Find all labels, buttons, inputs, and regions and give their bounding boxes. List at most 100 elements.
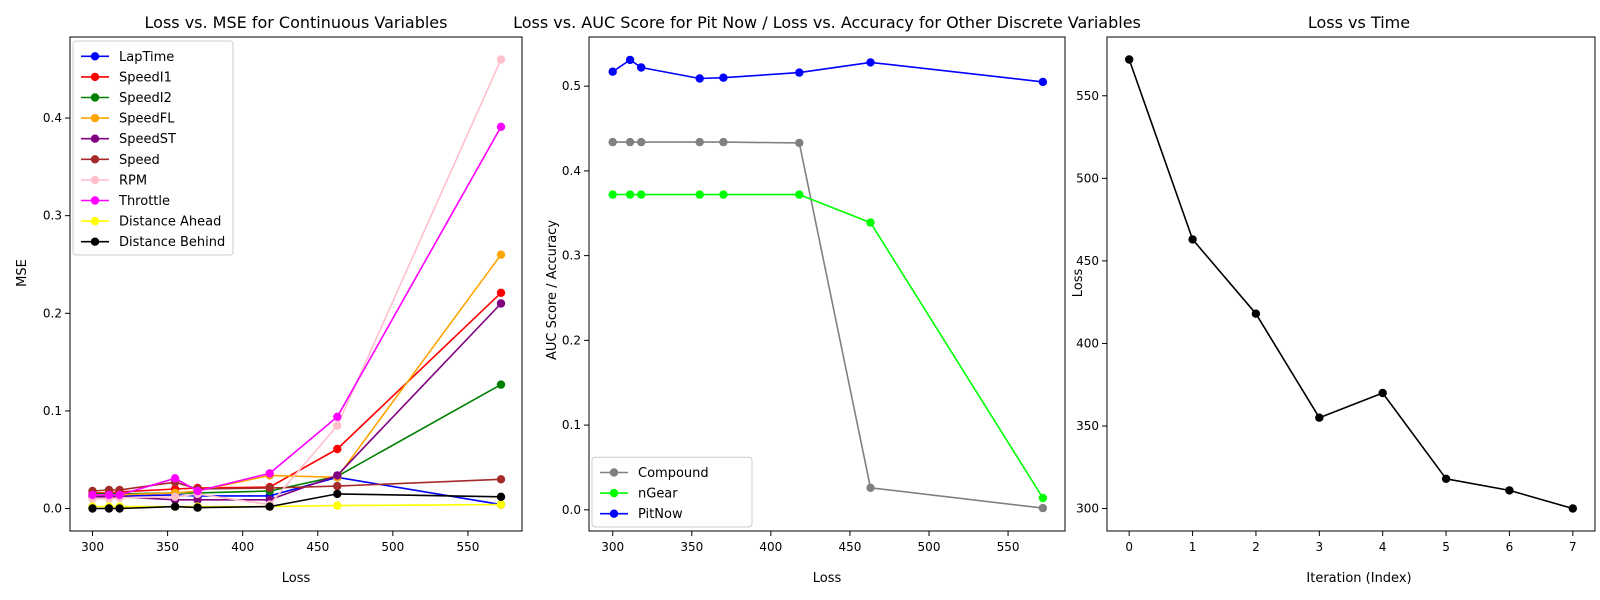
y-tick-label: 400 xyxy=(1076,336,1099,350)
data-point xyxy=(265,483,274,493)
plot-frame xyxy=(588,36,1066,532)
data-point xyxy=(104,504,114,513)
legend-entry: Speed xyxy=(81,153,160,168)
data-point xyxy=(115,490,124,500)
data-point xyxy=(333,471,342,480)
data-point xyxy=(695,74,704,83)
data-point xyxy=(265,502,274,511)
legend-label: Distance Ahead xyxy=(119,215,221,230)
auc-accuracy-chart: Loss vs. AUC Score for Pit Now / Loss vs… xyxy=(513,13,1141,586)
y-tick-label: 0.0 xyxy=(43,502,62,516)
x-tick-label: 550 xyxy=(997,540,1020,554)
data-point xyxy=(695,137,704,147)
y-tick-label: 500 xyxy=(1076,171,1099,185)
data-point xyxy=(170,474,180,483)
legend-label: Distance Behind xyxy=(119,235,225,250)
y-tick-label: 0.2 xyxy=(43,306,62,320)
data-point xyxy=(496,475,506,484)
data-point xyxy=(193,503,202,512)
data-point xyxy=(496,55,506,64)
legend-marker xyxy=(90,113,100,123)
data-point xyxy=(795,190,804,199)
x-tick-label: 5 xyxy=(1442,540,1450,554)
data-point xyxy=(608,67,617,76)
legend-marker xyxy=(90,216,100,226)
data-point xyxy=(795,68,804,77)
data-point xyxy=(1378,388,1387,398)
legend-entry: RPM xyxy=(81,173,147,188)
data-point xyxy=(496,380,506,389)
data-point xyxy=(608,190,617,199)
data-point xyxy=(496,500,506,509)
x-axis-label: Loss xyxy=(282,571,311,586)
data-point xyxy=(608,137,617,147)
legend-entry: Distance Behind xyxy=(81,235,225,250)
legend-entry: SpeedST xyxy=(81,132,176,147)
data-point xyxy=(866,483,875,492)
legend-marker xyxy=(90,175,100,185)
data-point xyxy=(170,492,180,501)
data-point xyxy=(1038,493,1048,503)
y-tick-label: 0.0 xyxy=(562,503,581,517)
y-tick-label: 550 xyxy=(1076,89,1099,103)
legend: LapTime SpeedI1 SpeedI2 SpeedFL SpeedST Speed… xyxy=(72,40,234,256)
y-tick-label: 300 xyxy=(1076,502,1099,516)
legend-entry: LapTime xyxy=(81,50,174,65)
y-tick-label: 0.3 xyxy=(43,209,62,223)
x-tick-label: 500 xyxy=(918,540,941,554)
legend-label: SpeedI1 xyxy=(119,70,172,85)
data-point xyxy=(1038,77,1048,87)
x-tick-label: 1 xyxy=(1189,540,1197,554)
legend-label: SpeedST xyxy=(119,132,176,147)
data-point xyxy=(115,504,124,513)
data-point xyxy=(1568,504,1578,513)
legend-marker xyxy=(609,468,619,477)
series-9 xyxy=(88,489,506,513)
data-point xyxy=(333,481,342,491)
y-tick-label: 450 xyxy=(1076,254,1099,268)
data-point xyxy=(193,495,202,504)
y-tick-label: 0.4 xyxy=(43,111,62,125)
data-point xyxy=(1188,235,1197,244)
x-tick-label: 550 xyxy=(456,540,479,554)
legend-entry: PitNow xyxy=(600,507,683,522)
y-tick-label: 0.4 xyxy=(562,164,581,178)
x-tick-label: 300 xyxy=(81,540,104,554)
data-point xyxy=(496,492,506,501)
chart-title: Loss vs. AUC Score for Pit Now / Loss vs… xyxy=(513,13,1141,32)
data-point xyxy=(1251,309,1261,318)
data-point xyxy=(170,502,180,511)
x-tick-label: 350 xyxy=(680,540,703,554)
legend-label: SpeedFL xyxy=(119,112,175,127)
data-point xyxy=(1038,503,1048,513)
legend-marker xyxy=(609,488,619,498)
series-7 xyxy=(88,122,506,500)
legend-box xyxy=(591,456,753,528)
data-point xyxy=(625,190,635,199)
mse-chart: Loss vs. MSE for Continuous Variables Lo… xyxy=(15,13,523,586)
x-tick-label: 500 xyxy=(381,540,404,554)
legend-entry: SpeedI1 xyxy=(81,70,172,85)
data-point xyxy=(625,137,635,147)
x-tick-label: 4 xyxy=(1379,540,1387,554)
x-tick-label: 450 xyxy=(838,540,861,554)
plot-frame xyxy=(69,36,523,532)
legend-label: Compound xyxy=(638,466,709,481)
x-tick-label: 450 xyxy=(306,540,329,554)
data-point xyxy=(719,137,728,147)
x-tick-label: 6 xyxy=(1506,540,1514,554)
data-point xyxy=(1315,413,1324,422)
x-axis-label: Loss xyxy=(813,571,842,586)
series-0 xyxy=(608,137,1048,513)
y-axis-label: Loss xyxy=(1071,269,1086,298)
data-point xyxy=(719,73,728,82)
y-tick-label: 0.1 xyxy=(43,404,62,418)
y-tick-label: 0.2 xyxy=(562,333,581,347)
legend-entry: Throttle xyxy=(81,194,170,209)
x-tick-label: 350 xyxy=(156,540,179,554)
x-axis-label: Iteration (Index) xyxy=(1306,571,1411,586)
legend-marker xyxy=(90,72,100,82)
data-point xyxy=(637,190,646,199)
chart-title: Loss vs Time xyxy=(1308,13,1410,32)
